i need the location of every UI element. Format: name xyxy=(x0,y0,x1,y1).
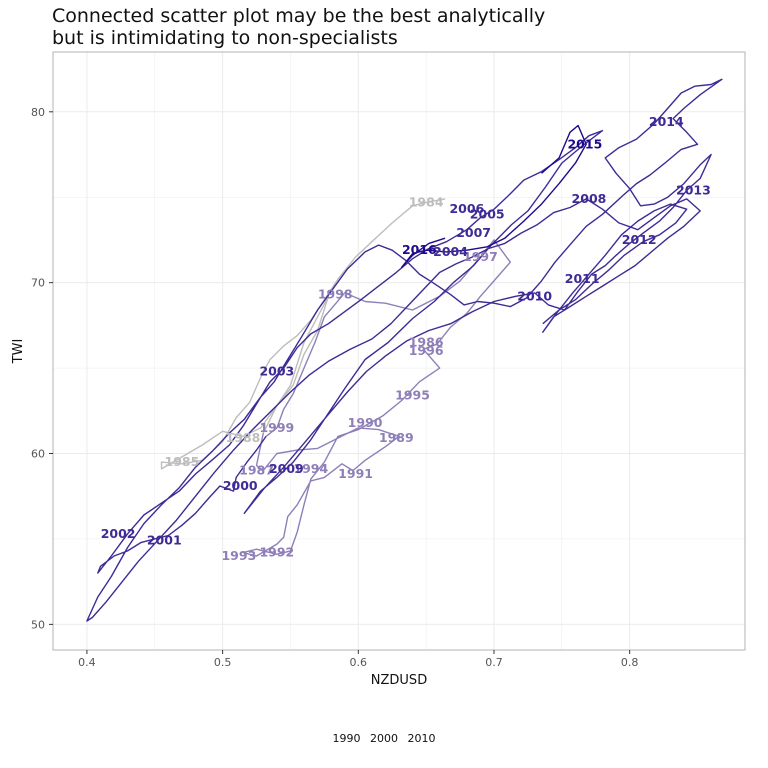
year-label-1996: 1996 xyxy=(409,343,444,358)
y-tick-label: 60 xyxy=(31,448,45,461)
legend-label-1990: 1990 xyxy=(332,732,361,745)
legend-label-2010: 2010 xyxy=(407,732,436,745)
year-label-1998: 1998 xyxy=(318,287,353,302)
y-axis-ticks: 50 60 70 80 xyxy=(31,106,53,631)
x-tick-label: 0.6 xyxy=(350,656,368,669)
x-axis-ticks: 0.4 0.5 0.6 0.7 0.8 xyxy=(78,650,638,669)
y-tick-label: 50 xyxy=(31,618,45,631)
x-tick-label: 0.7 xyxy=(485,656,503,669)
year-label-1984: 1984 xyxy=(409,194,444,209)
chart-title: Connected scatter plot may be the best a… xyxy=(52,5,752,49)
grid-lines xyxy=(53,52,745,650)
year-label-2011: 2011 xyxy=(565,271,600,286)
year-label-2005: 2005 xyxy=(470,206,505,221)
year-label-2009: 2009 xyxy=(269,461,304,476)
year-label-1987: 1987 xyxy=(239,463,274,478)
year-label-1992: 1992 xyxy=(259,545,294,560)
y-axis-label: TWI xyxy=(11,339,26,365)
year-label-1990: 1990 xyxy=(348,415,383,430)
series-path-newest xyxy=(401,124,587,268)
year-label-2016: 2016 xyxy=(402,242,437,257)
year-label-1988: 1988 xyxy=(226,430,261,445)
series-path-mid xyxy=(242,239,511,557)
year-label-1985: 1985 xyxy=(165,454,200,469)
year-label-1991: 1991 xyxy=(338,466,373,481)
year-label-2004: 2004 xyxy=(433,244,468,259)
year-label-2007: 2007 xyxy=(456,225,491,240)
year-label-1986: 1986 xyxy=(409,334,444,349)
x-tick-label: 0.8 xyxy=(621,656,639,669)
year-label-1994: 1994 xyxy=(293,461,328,476)
year-label-1993: 1993 xyxy=(221,548,256,563)
year-label-2015: 2015 xyxy=(567,136,602,151)
year-label-2010: 2010 xyxy=(517,288,552,303)
legend-label-2000: 2000 xyxy=(370,732,398,745)
year-label-2001: 2001 xyxy=(147,533,182,548)
year-label-1999: 1999 xyxy=(259,420,294,435)
series-path-new xyxy=(86,78,723,622)
year-label-1997: 1997 xyxy=(463,249,498,264)
y-tick-label: 80 xyxy=(31,106,45,119)
year-label-2002: 2002 xyxy=(101,526,136,541)
legend: 1990 2000 2010 xyxy=(0,732,768,745)
x-tick-label: 0.4 xyxy=(78,656,96,669)
panel-border xyxy=(52,51,746,651)
year-label-1989: 1989 xyxy=(379,430,414,445)
year-label-2006: 2006 xyxy=(449,201,484,216)
year-label-2000: 2000 xyxy=(223,478,258,493)
year-label-2012: 2012 xyxy=(622,232,657,247)
year-label-2013: 2013 xyxy=(676,182,711,197)
chart-title-line-2: but is intimidating to non-specialists xyxy=(52,27,398,49)
x-tick-label: 0.5 xyxy=(214,656,232,669)
series-paths xyxy=(86,78,723,622)
year-label-2014: 2014 xyxy=(649,114,684,129)
y-tick-label: 70 xyxy=(31,277,45,290)
series-path-old xyxy=(160,198,446,470)
year-label-2008: 2008 xyxy=(572,191,607,206)
year-label-2003: 2003 xyxy=(259,364,294,379)
chart-title-line-1: Connected scatter plot may be the best a… xyxy=(52,5,546,27)
year-label-1995: 1995 xyxy=(395,387,430,402)
x-axis-label: NZDUSD xyxy=(371,673,427,688)
